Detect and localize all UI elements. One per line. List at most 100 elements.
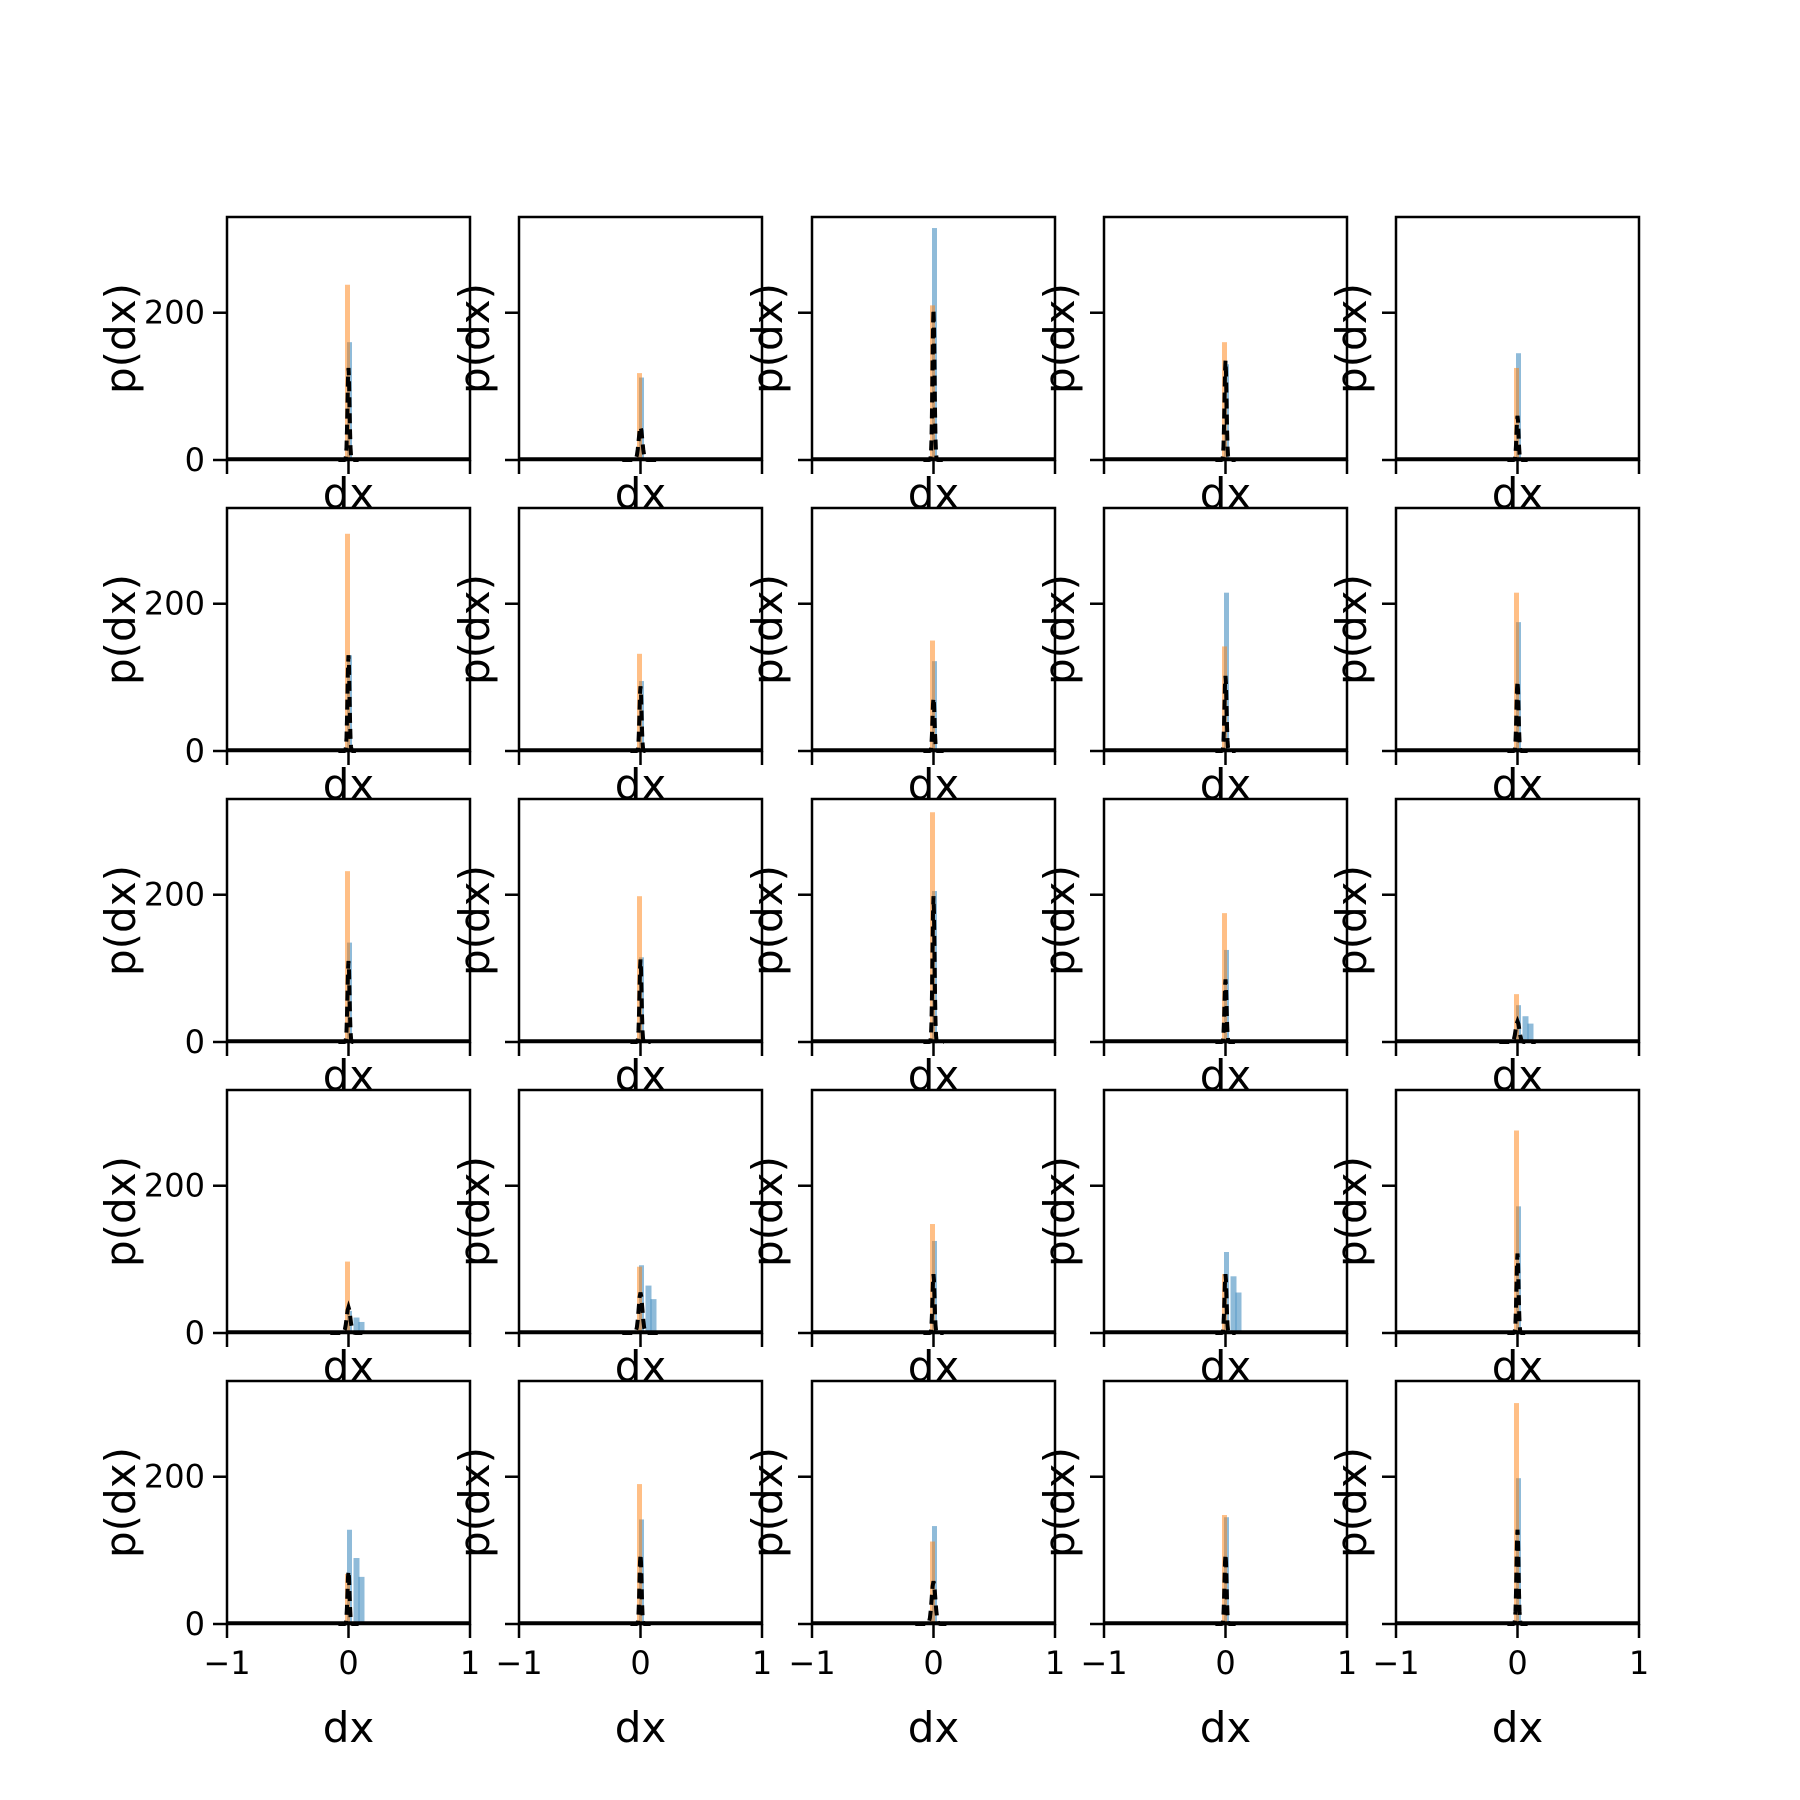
blue-histogram-bar [650,1299,657,1333]
x-tick-label: 0 [630,1644,650,1682]
y-tick-label: 0 [185,1023,205,1061]
blue-histogram-bar [1230,1276,1237,1333]
y-tick-label: 0 [185,1314,205,1352]
y-axis-label: p(dx) [743,865,792,976]
x-axis-label: dx [908,760,960,809]
y-tick-label: 0 [185,732,205,770]
subplot-r2-c1: 0 200 dx p(dx) [96,506,472,809]
y-axis-label: p(dx) [743,283,792,394]
subplot-r1-c2: dx p(dx) [450,215,764,518]
x-tick-label: 0 [923,1644,943,1682]
y-axis-label: p(dx) [1327,283,1376,394]
x-tick-label: −1 [1080,1644,1127,1682]
orange-histogram-bar [1514,367,1519,460]
x-axis-label: dx [323,469,375,518]
subplot-r1-c3: dx p(dx) [743,215,1057,518]
subplot-r2-c3: dx p(dx) [743,506,1057,809]
y-axis-label: p(dx) [450,1156,499,1267]
y-axis-label: p(dx) [1035,865,1084,976]
subplot-r3-c3: dx p(dx) [743,797,1057,1100]
y-axis-label: p(dx) [450,1447,499,1558]
subplot-r4-c5: dx p(dx) [1327,1088,1641,1391]
x-axis-label: dx [1492,1342,1544,1391]
subplot-r2-c2: dx p(dx) [450,506,764,809]
orange-histogram-bar [930,640,935,751]
x-axis-label: dx [1492,1051,1544,1100]
subplot-r3-c4: dx p(dx) [1035,797,1349,1100]
y-axis-label: p(dx) [96,1447,145,1558]
y-axis-label: p(dx) [1035,1156,1084,1267]
orange-histogram-bar [1514,1403,1519,1624]
y-tick-label: 0 [185,1605,205,1643]
x-tick-label: −1 [495,1644,542,1682]
y-axis-label: p(dx) [1327,574,1376,685]
x-axis-label: dx [908,1051,960,1100]
orange-histogram-bar [637,1266,642,1333]
x-axis-label: dx [323,1342,375,1391]
y-tick-label: 200 [144,1167,205,1205]
orange-histogram-bar [345,533,350,751]
subplot-r5-c5: −1 0 1 dx p(dx) [1327,1379,1649,1752]
orange-histogram-bar [1514,994,1519,1042]
x-axis-label: dx [1492,760,1544,809]
subplot-r5-c3: −1 0 1 dx p(dx) [743,1379,1065,1752]
x-tick-label: −1 [1372,1644,1419,1682]
orange-histogram-bar [1514,1130,1519,1333]
y-axis-label: p(dx) [1035,574,1084,685]
y-tick-label: 0 [185,441,205,479]
blue-histogram-bar [358,1321,365,1333]
subplot-r3-c2: dx p(dx) [450,797,764,1100]
y-axis-label: p(dx) [1327,1156,1376,1267]
x-axis-label: dx [908,1342,960,1391]
x-tick-label: −1 [788,1644,835,1682]
subplot-r2-c5: dx p(dx) [1327,506,1641,809]
subplot-r2-c4: dx p(dx) [1035,506,1349,809]
y-axis-label: p(dx) [743,574,792,685]
subplot-r4-c2: dx p(dx) [450,1088,764,1391]
blue-histogram-bar [645,1285,652,1333]
y-axis-label: p(dx) [96,283,145,394]
x-axis-label: dx [323,1051,375,1100]
subplot-r3-c5: dx p(dx) [1327,797,1641,1100]
y-axis-label: p(dx) [96,1156,145,1267]
orange-histogram-bar [1222,1515,1227,1624]
y-axis-label: p(dx) [1327,1447,1376,1558]
x-tick-label: 1 [1629,1644,1649,1682]
blue-histogram-bar [358,1576,365,1624]
x-axis-label: dx [323,1703,375,1752]
x-axis-label: dx [615,760,667,809]
y-tick-label: 200 [144,1458,205,1496]
blue-histogram-bar [1527,1023,1534,1042]
subplot-r3-c1: 0 200 dx p(dx) [96,797,472,1100]
x-axis-label: dx [615,1703,667,1752]
x-tick-label: 1 [752,1644,772,1682]
x-tick-label: 1 [460,1644,480,1682]
orange-histogram-bar [1222,913,1227,1042]
x-tick-label: 1 [1337,1644,1357,1682]
x-axis-label: dx [1492,1703,1544,1752]
orange-histogram-bar [345,1573,350,1624]
orange-histogram-bar [345,871,350,1042]
x-axis-label: dx [1200,1051,1252,1100]
orange-histogram-bar [1514,592,1519,751]
subplot-grid: 0 200 dx p(dx) dx p(dx) dx p(dx) dx p(dx) dx p(dx) 0… [96,215,1649,1752]
blue-histogram-bar [353,1317,360,1333]
y-axis-label: p(dx) [450,283,499,394]
orange-histogram-bar [637,373,642,460]
y-axis-label: p(dx) [96,574,145,685]
y-tick-label: 200 [144,294,205,332]
y-tick-label: 200 [144,876,205,914]
subplot-r1-c4: dx p(dx) [1035,215,1349,518]
x-axis-label: dx [615,1342,667,1391]
x-axis-label: dx [1200,1342,1252,1391]
y-axis-label: p(dx) [96,865,145,976]
orange-histogram-bar [345,1261,350,1333]
x-axis-label: dx [615,1051,667,1100]
x-tick-label: 0 [338,1644,358,1682]
x-axis-label: dx [908,469,960,518]
subplot-r5-c2: −1 0 1 dx p(dx) [450,1379,772,1752]
x-axis-label: dx [1200,760,1252,809]
x-tick-label: 0 [1507,1644,1527,1682]
